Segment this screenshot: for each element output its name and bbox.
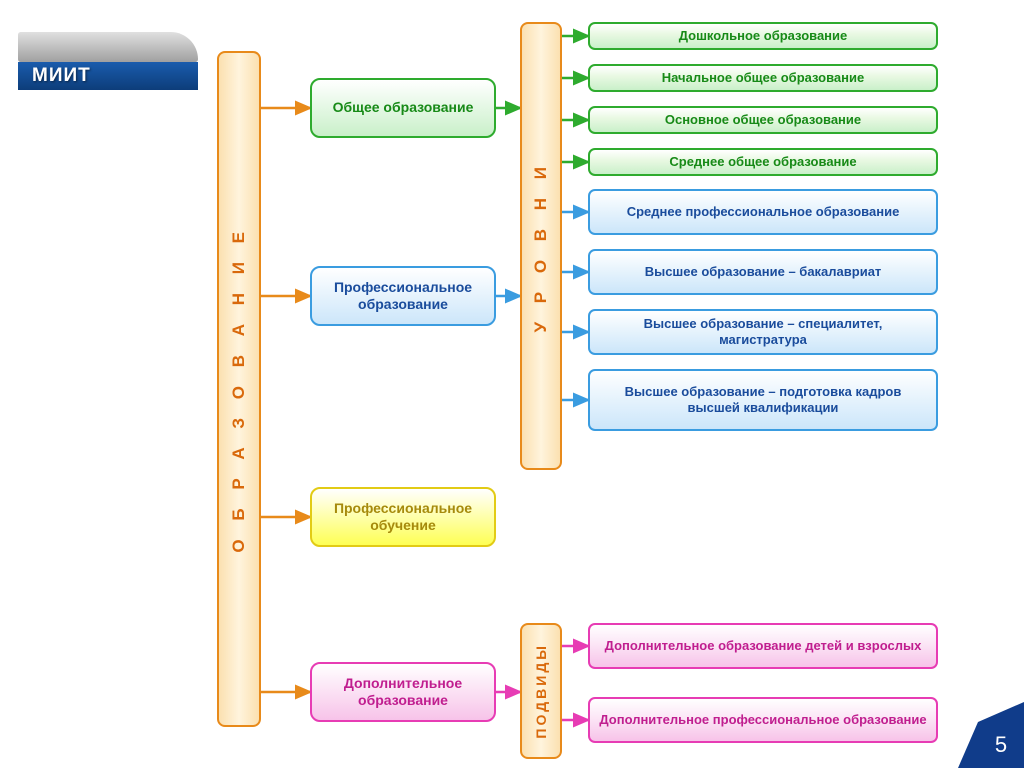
branch-b1: Общее образование — [310, 78, 496, 138]
leaf-l5: Среднее профессиональное образование — [588, 189, 938, 235]
branch-b3: Профессиональное обучение — [310, 487, 496, 547]
leaf-l1: Дошкольное образование — [588, 22, 938, 50]
branch-b2: Профессиональное образование — [310, 266, 496, 326]
page-number: 5 — [978, 722, 1024, 768]
diagram: О Б Р А З О В А Н И Е У Р О В Н И ПОДВИДЫ О… — [0, 0, 1024, 768]
vertical-bar: О Б Р А З О В А Н И Е — [217, 51, 261, 727]
branch-b4: Дополнительное образование — [310, 662, 496, 722]
leaf-l10: Дополнительное профессиональное образова… — [588, 697, 938, 743]
leaf-l6: Высшее образование – бакалавриат — [588, 249, 938, 295]
leaf-l3: Основное общее образование — [588, 106, 938, 134]
leaf-l8: Высшее образование – подготовка кадров в… — [588, 369, 938, 431]
subtypes-bar: ПОДВИДЫ — [520, 623, 562, 759]
leaf-l4: Среднее общее образование — [588, 148, 938, 176]
leaf-l7: Высшее образование – специалитет, магист… — [588, 309, 938, 355]
vertical-bar: У Р О В Н И — [520, 22, 562, 470]
leaf-l2: Начальное общее образование — [588, 64, 938, 92]
leaf-l9: Дополнительное образование детей и взрос… — [588, 623, 938, 669]
